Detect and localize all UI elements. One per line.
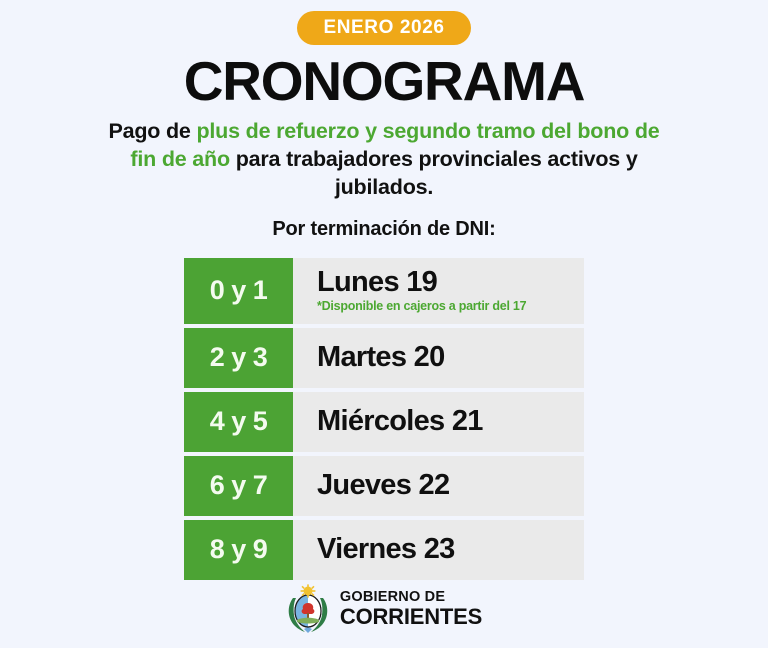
table-row: 6 y 7 Jueves 22	[184, 455, 584, 516]
table-row: 0 y 1 Lunes 19 *Disponible en cajeros a …	[184, 257, 584, 324]
day-cell: Jueves 22	[293, 456, 584, 516]
day-note: *Disponible en cajeros a partir del 17	[317, 298, 527, 313]
table-row: 2 y 3 Martes 20	[184, 327, 584, 388]
page-title: CRONOGRAMA	[183, 50, 586, 112]
day-label: Martes 20	[317, 341, 445, 374]
gobierno-label: GOBIERNO DE	[339, 588, 446, 605]
day-cell: Lunes 19 *Disponible en cajeros a partir…	[293, 258, 584, 324]
corrientes-label: CORRIENTES	[339, 604, 483, 630]
subtitle-highlight: plus de refuerzo y segundo tramo del bon…	[130, 118, 660, 171]
footer-branding: GOBIERNO DE CORRIENTES	[0, 584, 768, 634]
month-badge: ENERO 2026	[297, 11, 471, 45]
table-row: 8 y 9 Viernes 23	[184, 519, 584, 580]
day-cell: Viernes 23	[293, 520, 584, 580]
schedule-table: 0 y 1 Lunes 19 *Disponible en cajeros a …	[184, 257, 584, 580]
dni-chip: 2 y 3	[184, 327, 293, 388]
subtitle: Pago de plus de refuerzo y segundo tramo…	[104, 118, 664, 202]
corrientes-coat-of-arms-icon	[286, 584, 330, 634]
dni-chip: 0 y 1	[184, 257, 293, 324]
day-cell: Martes 20	[293, 328, 584, 388]
day-label: Jueves 22	[317, 469, 450, 502]
dni-chip: 4 y 5	[184, 391, 293, 452]
subtitle-part2: para trabajadores provinciales activos y…	[229, 146, 638, 199]
table-row: 4 y 5 Miércoles 21	[184, 391, 584, 452]
dni-chip: 8 y 9	[184, 519, 293, 580]
day-label: Miércoles 21	[317, 405, 483, 438]
section-label-dni: Por terminación de DNI:	[272, 217, 496, 240]
footer-text: GOBIERNO DE CORRIENTES	[340, 590, 482, 629]
dni-chip: 6 y 7	[184, 455, 293, 516]
day-label: Lunes 19	[317, 266, 438, 299]
subtitle-part1: Pago de	[108, 118, 197, 143]
day-cell: Miércoles 21	[293, 392, 584, 452]
day-label: Viernes 23	[317, 533, 455, 566]
